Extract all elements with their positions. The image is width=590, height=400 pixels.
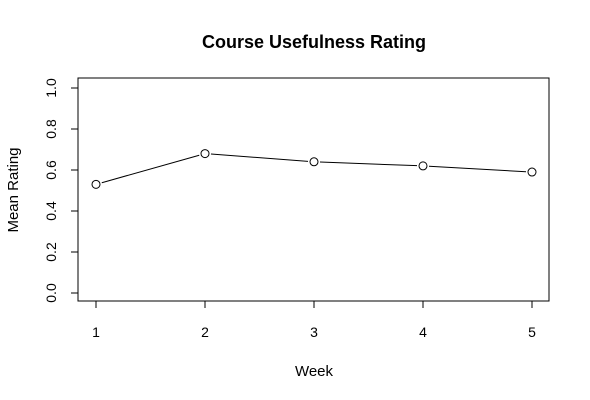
x-tick-label: 4 (419, 324, 427, 340)
series-segment (428, 165, 527, 173)
plot-frame (77, 77, 550, 302)
y-tick-label: 0.0 (43, 283, 59, 303)
x-tick-label: 5 (528, 324, 536, 340)
y-tick-label: 1.0 (43, 78, 59, 98)
series-segment (319, 161, 418, 167)
x-tick-label: 3 (310, 324, 318, 340)
y-axis-label: Mean Rating (5, 147, 22, 232)
x-tick-label: 2 (201, 324, 209, 340)
x-axis: 1 2 3 4 5 (92, 300, 536, 340)
y-axis: 0.0 0.2 0.4 0.6 0.8 1.0 (43, 78, 79, 303)
y-tick-label: 0.4 (43, 201, 59, 221)
data-point (91, 179, 101, 189)
series-segment (101, 154, 200, 184)
series-segment (210, 153, 309, 162)
series-group (91, 149, 537, 189)
chart-title: Course Usefulness Rating (202, 32, 426, 52)
data-point (418, 161, 428, 171)
y-tick-label: 0.6 (43, 160, 59, 180)
y-tick-label: 0.2 (43, 242, 59, 262)
data-point (200, 149, 210, 159)
data-point (527, 167, 537, 177)
data-point (309, 157, 319, 167)
x-tick-label: 1 (92, 324, 100, 340)
y-tick-label: 0.8 (43, 119, 59, 139)
x-axis-label: Week (295, 363, 334, 380)
